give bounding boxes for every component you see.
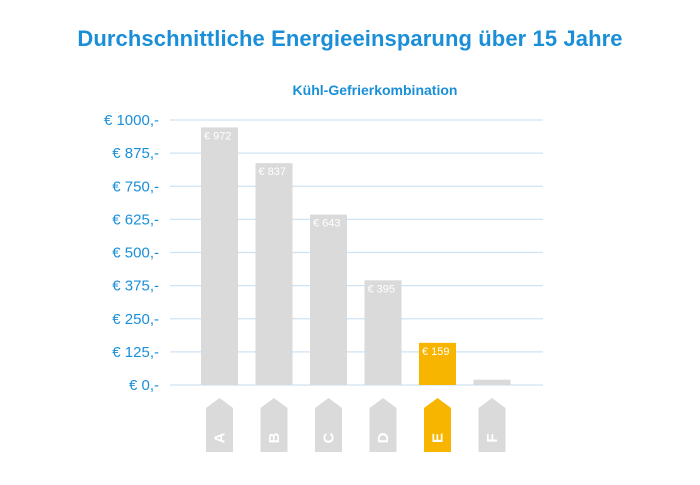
bar-e	[419, 342, 456, 385]
y-tick-label: € 125,-	[112, 344, 159, 361]
category-label-b: B	[266, 432, 283, 443]
bars: € 972 € 837 € 643 € 395 € 159	[201, 127, 511, 386]
y-tick-label: € 1000,-	[104, 112, 159, 129]
y-tick-label: € 750,-	[112, 178, 159, 195]
bar-c	[310, 214, 347, 385]
energy-class-tag-f	[478, 398, 506, 452]
data-label-a: € 972	[204, 130, 232, 142]
energy-class-tag-e	[424, 398, 451, 452]
energy-class-tag-d	[369, 398, 397, 452]
bar-a	[201, 127, 238, 386]
y-tick-label: € 500,-	[112, 245, 159, 262]
data-label-c: € 643	[313, 218, 341, 230]
category-labels: A B C D E F	[206, 398, 506, 452]
energy-class-tag-c	[315, 398, 342, 452]
bar-d	[364, 280, 402, 385]
data-label-e: € 159	[422, 346, 450, 358]
category-label-c: C	[321, 432, 338, 443]
category-label-e: E	[430, 433, 447, 443]
bar-b	[255, 163, 293, 385]
y-tick-label: € 375,-	[112, 278, 159, 295]
energy-class-tag-b	[260, 398, 288, 452]
category-label-f: F	[484, 433, 501, 442]
data-label-b: € 837	[259, 166, 287, 178]
chart-title: Durchschnittliche Energieeinsparung über…	[77, 26, 623, 51]
y-tick-label: € 625,-	[112, 211, 159, 228]
energy-class-tag-a	[206, 398, 233, 452]
y-axis: € 0,- € 125,- € 250,- € 375,- € 500,- € 625,-…	[104, 112, 159, 394]
y-tick-label: € 0,-	[129, 377, 159, 394]
y-tick-label: € 250,-	[112, 311, 159, 328]
chart-subtitle: Kühl-Gefrierkombination	[292, 82, 458, 98]
y-tick-label: € 875,-	[112, 145, 159, 162]
data-label-d: € 395	[368, 283, 396, 295]
bar-f	[473, 379, 511, 385]
category-label-d: D	[375, 432, 392, 443]
category-label-a: A	[212, 432, 229, 443]
